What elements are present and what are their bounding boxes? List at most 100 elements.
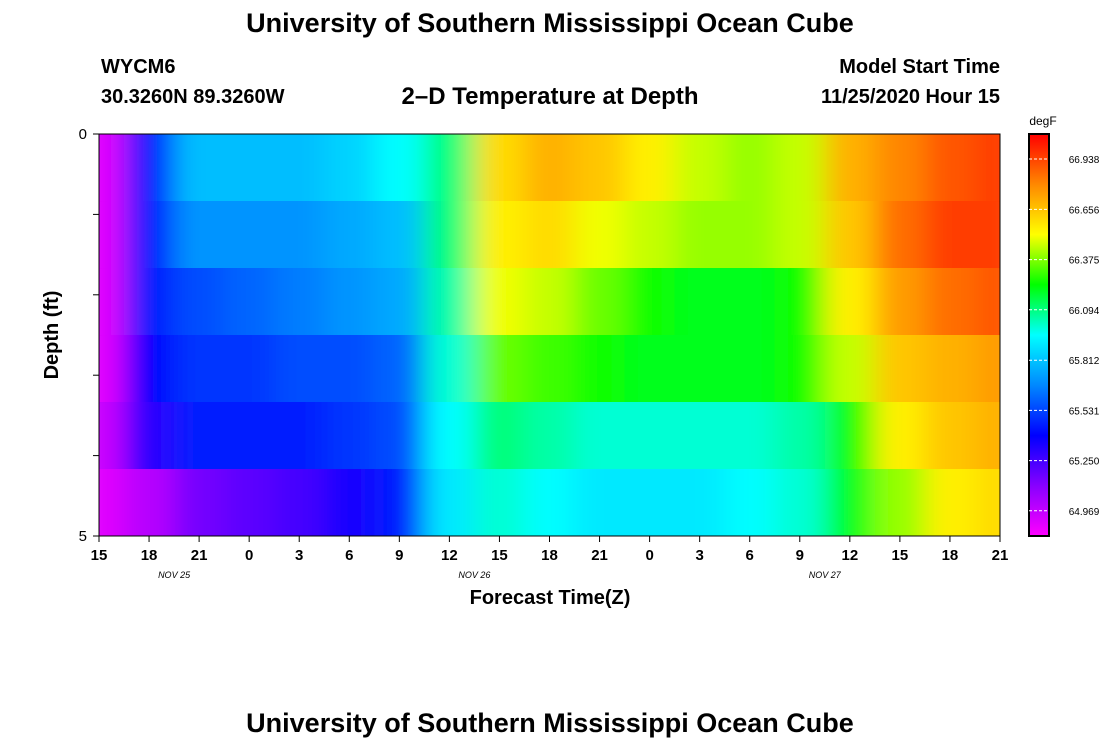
- heatmap-cell: [574, 201, 626, 269]
- x-tick-label: 15: [892, 547, 909, 564]
- heatmap-cell: [324, 268, 375, 336]
- heatmap-cell: [774, 469, 826, 536]
- heatmap-cell: [424, 201, 475, 269]
- heatmap-cell: [524, 402, 576, 470]
- heatmap-cell: [374, 402, 425, 470]
- heatmap-cell: [474, 469, 525, 536]
- depth-band: [99, 134, 1000, 202]
- x-tick-label: 3: [295, 547, 303, 564]
- colorbar-tick-label: 66.094: [1069, 306, 1100, 317]
- heatmap-cell: [174, 134, 225, 202]
- heatmap-cell: [324, 201, 375, 269]
- heatmap-cell: [424, 335, 475, 403]
- heatmap-cell: [524, 335, 576, 403]
- heatmap-cell: [124, 201, 175, 269]
- heatmap-cell: [974, 402, 1000, 470]
- x-tick-label: 0: [245, 547, 253, 564]
- heatmap-cell: [224, 402, 275, 470]
- x-tick-label: 3: [695, 547, 703, 564]
- heatmap-cell: [99, 402, 125, 470]
- plot-title: 2–D Temperature at Depth: [401, 83, 699, 110]
- y-tick-label: 5: [79, 528, 87, 545]
- heatmap-cell: [824, 469, 876, 536]
- heatmap-cell: [374, 469, 425, 536]
- depth-band: [99, 201, 1000, 269]
- heatmap-cell: [874, 402, 926, 470]
- heatmap-cell: [974, 469, 1000, 536]
- heatmap-cell: [524, 134, 576, 202]
- heatmap-cell: [724, 469, 776, 536]
- heatmap-cell: [99, 335, 125, 403]
- x-date-label: NOV 27: [809, 570, 842, 580]
- x-tick-label: 21: [591, 547, 608, 564]
- heatmap-cell: [324, 134, 375, 202]
- heatmap-cell: [824, 335, 876, 403]
- heatmap-cell: [624, 335, 676, 403]
- heatmap-cell: [99, 201, 125, 269]
- heatmap-cell: [174, 469, 225, 536]
- colorbar-tick-label: 66.656: [1069, 205, 1100, 216]
- heatmap-cell: [99, 134, 125, 202]
- x-tick-label: 21: [992, 547, 1009, 564]
- heatmap-cell: [424, 268, 475, 336]
- heatmap-cell: [674, 402, 726, 470]
- y-tick-label: 0: [79, 126, 87, 143]
- station-coordinates: 30.3260N 89.3260W: [101, 86, 285, 108]
- footer-title: University of Southern Mississippi Ocean…: [246, 708, 854, 738]
- heatmap-cell: [574, 402, 626, 470]
- depth-band: [99, 268, 1000, 336]
- heatmap-cell: [574, 469, 626, 536]
- heatmap-cell: [774, 134, 826, 202]
- colorbar-tick-label: 65.531: [1069, 406, 1100, 417]
- heatmap-cell: [374, 335, 425, 403]
- colorbar-tick-label: 66.375: [1069, 256, 1100, 267]
- colorbar-tick-label: 65.812: [1069, 356, 1100, 367]
- heatmap-cell: [124, 402, 175, 470]
- heatmap-cell: [924, 335, 976, 403]
- heatmap-cell: [924, 469, 976, 536]
- heatmap-cell: [474, 402, 525, 470]
- heatmap-cell: [374, 268, 425, 336]
- heatmap-cell: [574, 335, 626, 403]
- heatmap-cell: [674, 201, 726, 269]
- heatmap-cell: [924, 402, 976, 470]
- heatmap-cell: [924, 201, 976, 269]
- heatmap-cell: [424, 402, 475, 470]
- heatmap-cell: [674, 469, 726, 536]
- heatmap-cell: [374, 201, 425, 269]
- depth-band: [99, 402, 1000, 470]
- heatmap-cell: [224, 134, 275, 202]
- heatmap-cell: [824, 402, 876, 470]
- y-axis-label: Depth (ft): [41, 291, 63, 380]
- heatmap-cell: [624, 268, 676, 336]
- heatmap-cell: [674, 335, 726, 403]
- heatmap-cell: [224, 268, 275, 336]
- x-tick-label: 18: [141, 547, 158, 564]
- heatmap-cell: [424, 469, 475, 536]
- heatmap-cell: [524, 201, 576, 269]
- x-tick-label: 21: [191, 547, 208, 564]
- heatmap-cell: [824, 268, 876, 336]
- colorbar-tick-label: 64.969: [1069, 507, 1100, 518]
- colorbar-unit: degF: [1029, 114, 1056, 128]
- heatmap-cell: [774, 402, 826, 470]
- heatmap-cell: [274, 134, 325, 202]
- heatmap-cell: [274, 469, 325, 536]
- colorbar-tick-label: 66.938: [1069, 155, 1100, 166]
- depth-band: [99, 469, 1000, 536]
- heatmap-cell: [274, 402, 325, 470]
- heatmap-cell: [824, 201, 876, 269]
- heatmap-cell: [774, 268, 826, 336]
- x-tick-label: 18: [541, 547, 558, 564]
- x-date-label: NOV 25: [158, 570, 191, 580]
- heatmap-cell: [174, 402, 225, 470]
- x-tick-label: 15: [91, 547, 108, 564]
- station-id: WYCM6: [101, 56, 176, 78]
- heatmap-cell: [674, 268, 726, 336]
- heatmap-cell: [574, 134, 626, 202]
- x-tick-label: 9: [796, 547, 804, 564]
- x-tick-label: 12: [441, 547, 458, 564]
- x-tick-label: 18: [942, 547, 959, 564]
- x-tick-label: 0: [645, 547, 653, 564]
